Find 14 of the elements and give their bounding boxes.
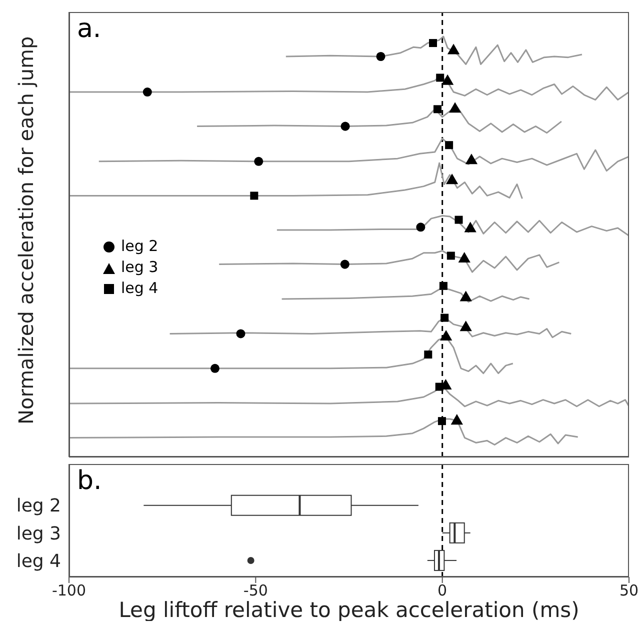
x-tick-label: 50 [619, 582, 639, 600]
x-axis-title: Leg liftoff relative to peak acceleration (ms) [118, 598, 580, 622]
y-tick-label: leg 4 [16, 550, 61, 572]
legend-label: leg 3 [121, 257, 158, 278]
y-tick-label: leg 3 [16, 523, 61, 544]
x-tick-label: -50 [243, 582, 268, 600]
x-tick-label: -100 [52, 582, 86, 600]
legend-label: leg 4 [121, 278, 158, 299]
annotation: a. [77, 14, 102, 44]
annotation: b. [77, 466, 102, 496]
y-tick-label: leg 2 [16, 496, 61, 517]
x-tick-label: 0 [438, 582, 448, 600]
legend-label: leg 2 [121, 236, 158, 257]
y-axis-title: Normalized acceleration for each jump [14, 36, 38, 424]
